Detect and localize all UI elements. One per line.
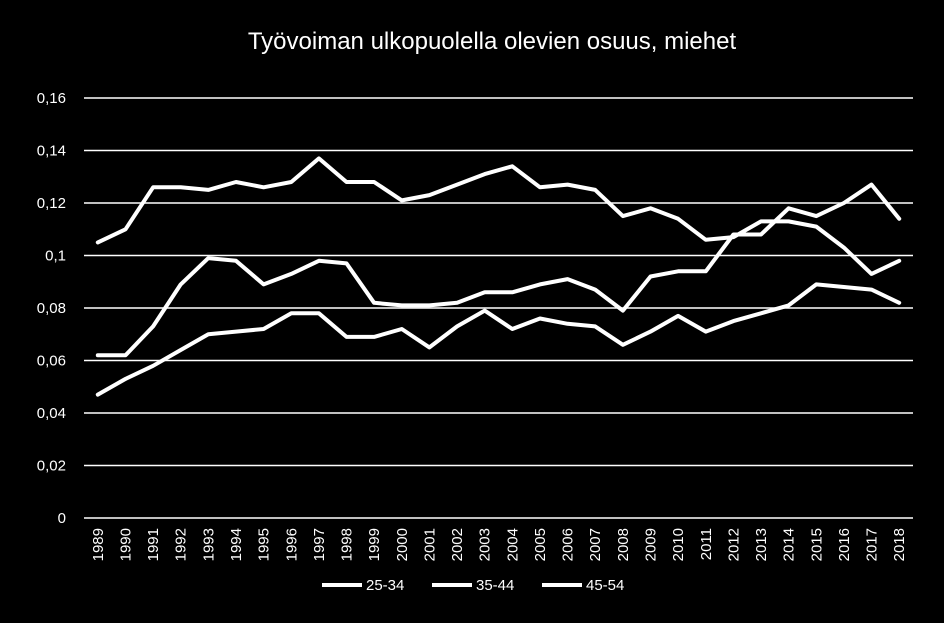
x-tick-label: 2000	[394, 528, 411, 561]
x-tick-label: 2003	[477, 528, 494, 561]
x-axis-ticks: 1989 1990 1991 1992 1993 1994 1995 1996 1997 1998…	[90, 528, 908, 561]
x-tick-label: 2014	[781, 528, 798, 561]
y-tick-label: 0,16	[37, 90, 66, 107]
x-tick-label: 2017	[864, 528, 881, 561]
y-tick-label: 0,14	[37, 143, 66, 160]
x-tick-label: 2018	[891, 528, 908, 561]
y-tick-label: 0,04	[37, 405, 66, 422]
gridlines	[84, 97, 913, 519]
x-tick-label: 2015	[808, 528, 825, 561]
x-tick-label: 2001	[421, 528, 438, 561]
y-tick-label: 0,02	[37, 458, 66, 475]
x-tick-label: 2016	[836, 528, 853, 561]
chart-title: Työvoiman ulkopuolella olevien osuus, mi…	[247, 28, 737, 55]
x-tick-label: 2010	[670, 528, 687, 561]
series-line-25-34	[95, 282, 902, 397]
x-tick-label: 2011	[698, 528, 715, 560]
x-tick-label: 1990	[117, 528, 134, 561]
y-tick-label: 0,08	[37, 300, 66, 317]
x-tick-label: 2009	[642, 528, 659, 561]
x-tick-label: 1993	[200, 528, 217, 561]
legend-label: 45-54	[586, 577, 624, 594]
y-axis-ticks: 0 0,02 0,04 0,06 0,08 0,1 0,12 0,14 0,16	[37, 90, 66, 527]
series-lines	[95, 156, 902, 397]
series-line-45-54	[95, 156, 902, 276]
legend-label: 25-34	[366, 577, 404, 594]
x-tick-label: 2008	[615, 528, 632, 561]
x-tick-label: 2006	[560, 528, 577, 561]
x-tick-label: 2002	[449, 528, 466, 561]
x-tick-label: 1994	[228, 528, 245, 561]
x-tick-label: 1995	[256, 528, 273, 561]
y-tick-label: 0	[58, 510, 66, 527]
x-tick-label: 1999	[366, 528, 383, 561]
legend-label: 35-44	[476, 577, 514, 594]
x-tick-label: 2013	[753, 528, 770, 561]
x-tick-label: 1991	[145, 528, 162, 561]
y-tick-label: 0,12	[37, 195, 66, 212]
legend: 25-34 35-44 45-54	[322, 577, 624, 594]
series-line-35-44	[95, 182, 902, 358]
x-tick-label: 2005	[532, 528, 549, 561]
y-tick-label: 0,1	[45, 248, 66, 265]
x-tick-label: 1992	[173, 528, 190, 561]
x-tick-label: 1989	[90, 528, 107, 561]
x-tick-label: 2012	[725, 528, 742, 561]
x-tick-label: 1997	[311, 528, 328, 561]
x-tick-label: 1996	[283, 528, 300, 561]
x-tick-label: 1998	[339, 528, 356, 561]
x-tick-label: 2007	[587, 528, 604, 561]
x-tick-label: 2004	[504, 528, 521, 561]
y-tick-label: 0,06	[37, 353, 66, 370]
